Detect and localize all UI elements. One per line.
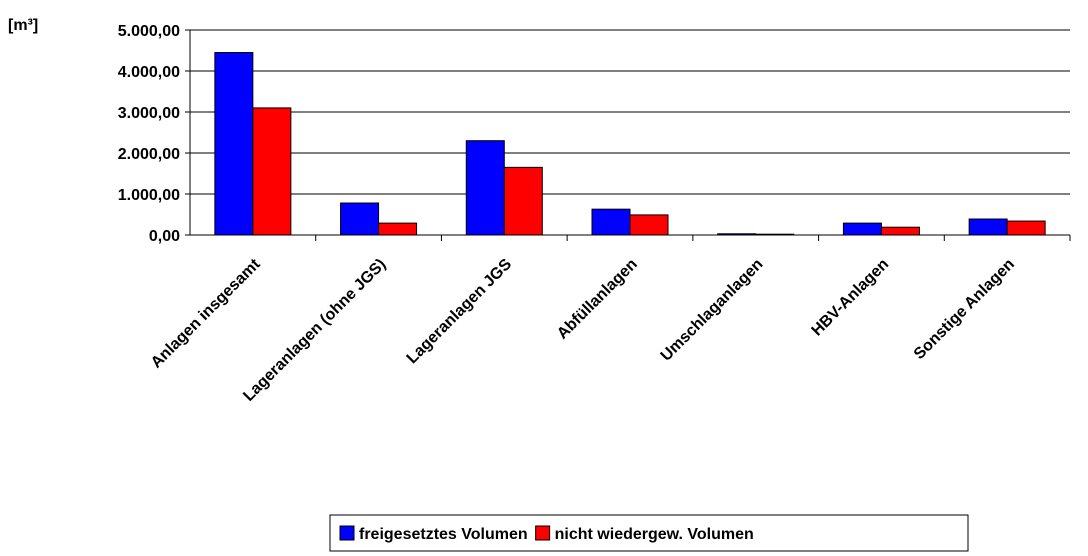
bar	[465, 140, 505, 236]
bar	[629, 214, 669, 236]
y-tick-label: 3.000,00	[118, 105, 180, 122]
bar	[968, 218, 1008, 236]
x-tick-label: Sonstige Anlagen	[911, 256, 1018, 363]
x-tick-label: HBV-Anlagen	[809, 256, 893, 340]
x-tick-label: Lageranlagen JGS	[404, 256, 516, 368]
bar	[252, 107, 292, 236]
y-tick-label: 4.000,00	[118, 64, 180, 81]
legend-label: freigesetztes Volumen	[359, 526, 528, 543]
legend-swatch	[535, 525, 551, 541]
bar	[842, 222, 882, 236]
legend-label: nicht wiedergew. Volumen	[555, 526, 754, 543]
legend-box	[329, 514, 969, 552]
legend-swatch	[339, 525, 355, 541]
bar	[378, 222, 418, 236]
y-axis-label: [m³]	[8, 17, 38, 34]
y-tick-label: 5.000,00	[118, 23, 180, 40]
x-tick-label: Abfüllanlagen	[554, 256, 641, 343]
x-tick-label: Lageranlagen (ohne JGS)	[240, 256, 389, 405]
bar	[214, 52, 254, 236]
x-tick-label: Anlagen insgesamt	[148, 255, 264, 371]
bar	[591, 208, 631, 236]
y-tick-label: 1.000,00	[118, 187, 180, 204]
bar	[1006, 220, 1046, 236]
y-tick-label: 2.000,00	[118, 146, 180, 163]
bar	[880, 226, 920, 236]
y-tick-label: 0,00	[149, 228, 180, 245]
bar	[503, 166, 543, 236]
legend: freigesetztes Volumen nicht wiedergew. Vo…	[329, 514, 969, 552]
bar	[340, 202, 380, 236]
x-tick-label: Umschlaganlagen	[658, 256, 767, 365]
